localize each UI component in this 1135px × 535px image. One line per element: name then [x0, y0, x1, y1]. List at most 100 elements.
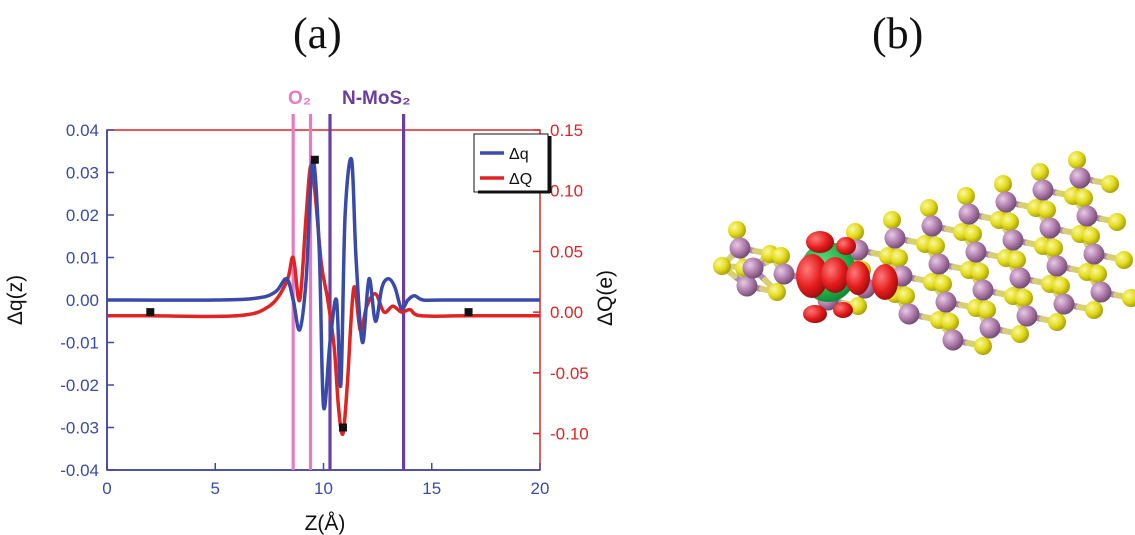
sulfur-atom-22 — [927, 237, 945, 255]
panel-label-a: (a) — [293, 9, 342, 58]
sulfur-atom-51 — [1085, 301, 1103, 319]
molybdenum-atom-14 — [958, 203, 980, 225]
molybdenum-atom-11 — [928, 253, 950, 275]
sulfur-atom-35 — [1011, 325, 1029, 343]
sulfur-atom-16 — [890, 249, 908, 267]
data-marker-1 — [310, 155, 319, 164]
y-left-tick-label-8: -0.04 — [60, 461, 99, 480]
sulfur-atom-59 — [1122, 289, 1135, 307]
sulfur-atom-60 — [713, 257, 731, 275]
y-right-tick-label-3: 0.00 — [550, 303, 583, 322]
molybdenum-atom-30 — [742, 257, 764, 279]
series-line-dQ — [107, 163, 540, 437]
sulfur-atom-4 — [772, 247, 790, 265]
charge-red-lobe-top — [806, 231, 834, 253]
sulfur-atom-18 — [897, 287, 915, 305]
y-left-tick-label-7: -0.03 — [60, 419, 99, 438]
molybdenum-atom-10 — [921, 215, 943, 237]
sulfur-atom-0 — [728, 221, 746, 239]
left-axis-title: Δq(z) — [4, 275, 27, 325]
sulfur-atom-44 — [1031, 163, 1049, 181]
molybdenum-atom-1 — [736, 275, 758, 297]
sulfur-atom-14 — [883, 211, 901, 229]
sulfur-atom-3 — [768, 283, 786, 301]
molybdenum-atom-28 — [1083, 243, 1105, 265]
sulfur-atom-34 — [978, 301, 996, 319]
sulfur-atom-10 — [846, 223, 864, 241]
molybdenum-atom-29 — [1090, 281, 1112, 303]
sulfur-atom-52 — [1068, 151, 1086, 169]
sulfur-atom-36 — [994, 175, 1012, 193]
sulfur-atom-50 — [1052, 277, 1070, 295]
data-marker-3 — [464, 308, 473, 317]
sulfur-atom-55 — [1108, 213, 1126, 231]
data-marker-0 — [146, 308, 155, 317]
sulfur-atom-48 — [1045, 239, 1063, 257]
x-axis-title: Z(Å) — [305, 512, 346, 535]
molybdenum-atom-7 — [884, 227, 906, 249]
molybdenum-atom-12 — [935, 291, 957, 313]
sulfur-atom-53 — [1101, 175, 1119, 193]
molybdenum-atom-19 — [1002, 229, 1024, 251]
molybdenum-atom-13 — [942, 329, 964, 351]
sulfur-atom-56 — [1082, 227, 1100, 245]
sulfur-atom-42 — [1015, 289, 1033, 307]
y-left-tick-label-3: 0.01 — [66, 249, 99, 268]
molybdenum-atom-9 — [898, 303, 920, 325]
y-right-tick-label-4: -0.05 — [550, 364, 589, 383]
annotation-n-mos2: N-MoS₂ — [342, 88, 411, 109]
y-right-tick-label-5: -0.10 — [550, 425, 589, 444]
sulfur-atom-30 — [964, 225, 982, 243]
sulfur-atom-32 — [971, 263, 989, 281]
o2-on-n-mos2-structure — [713, 151, 1135, 355]
molybdenum-atom-23 — [1039, 217, 1061, 239]
sulfur-atom-43 — [1048, 313, 1066, 331]
charge-red-lobe-bottom-right — [833, 302, 853, 318]
y-left-tick-label-0: 0.04 — [66, 121, 99, 140]
x-tick-label-3: 15 — [422, 479, 441, 498]
panel-label-b: (b) — [872, 9, 924, 58]
charge-red-lobe-far-right — [872, 264, 898, 300]
charge-red-lobe-left — [796, 254, 828, 298]
y-right-tick-label-2: 0.05 — [550, 242, 583, 261]
sulfur-atom-28 — [957, 187, 975, 205]
y-left-tick-label-1: 0.03 — [66, 164, 99, 183]
sulfur-atom-26 — [941, 313, 959, 331]
legend-label-dq: Δq — [509, 146, 529, 163]
molybdenum-atom-18 — [995, 191, 1017, 213]
y-left-tick-label-6: -0.02 — [60, 376, 99, 395]
y-left-tick-label-2: 0.02 — [66, 206, 99, 225]
charge-density-isosurface — [796, 231, 898, 323]
charge-red-lobe-right — [846, 261, 870, 295]
legend: Δq ΔQ — [473, 133, 552, 194]
molybdenum-atom-2 — [773, 263, 795, 285]
y-right-tick-label-1: 0.10 — [550, 182, 583, 201]
charge-red-lobe-bottom — [803, 305, 827, 323]
sulfur-atom-46 — [1038, 201, 1056, 219]
right-axis-title: ΔQ(e) — [594, 270, 617, 326]
molybdenum-atom-25 — [1053, 293, 1075, 315]
x-tick-label-2: 10 — [314, 479, 333, 498]
molybdenum-atom-21 — [1016, 305, 1038, 327]
sulfur-atom-24 — [934, 275, 952, 293]
molybdenum-atom-16 — [972, 279, 994, 301]
molybdenum-atom-26 — [1069, 167, 1091, 189]
legend-box — [473, 133, 549, 193]
charge-red-lobe-top-right — [836, 237, 856, 255]
x-tick-label-4: 20 — [531, 479, 550, 498]
molybdenum-atom-0 — [729, 237, 751, 259]
x-tick-label-0: 0 — [102, 479, 111, 498]
molybdenum-atom-22 — [1032, 179, 1054, 201]
sulfur-atom-9 — [849, 297, 867, 315]
x-tick-label-1: 5 — [211, 479, 220, 498]
sulfur-atom-58 — [1089, 265, 1107, 283]
y-right-tick-label-0: 0.15 — [550, 121, 583, 140]
legend-label-dQ: ΔQ — [509, 171, 532, 188]
annotation-o2: O₂ — [288, 88, 311, 109]
molybdenum-atom-24 — [1046, 255, 1068, 277]
sulfur-atom-57 — [1115, 251, 1133, 269]
molybdenum-atom-17 — [979, 317, 1001, 339]
molybdenum-atom-27 — [1076, 205, 1098, 227]
molybdenum-atom-15 — [965, 241, 987, 263]
sulfur-atom-54 — [1075, 189, 1093, 207]
